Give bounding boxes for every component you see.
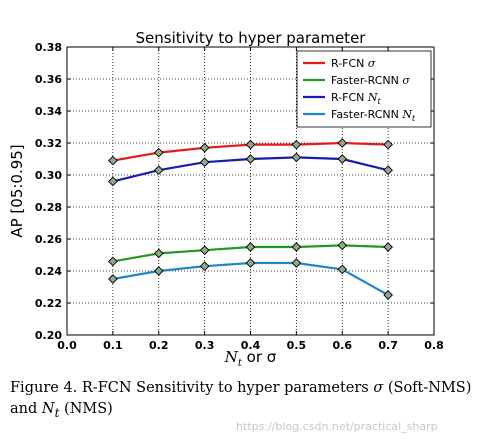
- y-axis-label: AP [05:0.95]: [8, 144, 26, 237]
- series-0-point-0: [108, 155, 118, 166]
- y-tick-label-3: 0.26: [35, 233, 62, 246]
- x-tick-label-7: 0.7: [378, 339, 398, 352]
- y-tick-label-4: 0.28: [35, 201, 62, 214]
- series-0-point-1: [153, 147, 164, 158]
- caption-sigma: σ: [373, 380, 384, 396]
- caption-nt: Nt: [41, 401, 60, 420]
- x-tick-label-4: 0.4: [241, 339, 261, 352]
- series-3-point-1: [153, 266, 164, 276]
- series-1-point-6: [383, 242, 393, 252]
- legend: R-FCN σ Faster-RCNN σ R-FCN Nt Faster-RCNN …: [296, 50, 432, 128]
- series-0-point-5: [337, 138, 348, 148]
- series-lines: [108, 138, 393, 300]
- y-tick-label-5: 0.30: [35, 169, 62, 182]
- x-label-sub: t: [238, 358, 243, 369]
- series-1-point-1: [153, 248, 164, 259]
- y-tick-label-2: 0.24: [35, 265, 62, 278]
- x-tick-label-8: 0.8: [424, 339, 444, 352]
- series-1-point-5: [337, 240, 348, 251]
- series-3-point-0: [108, 274, 118, 284]
- series-1-point-0: [108, 256, 118, 267]
- x-tick-label-6: 0.6: [333, 339, 353, 352]
- figure-caption: Figure 4. R-FCN Sensitivity to hyper par…: [10, 378, 490, 424]
- sensitivity-chart: 0.0 0.1 0.2 0.3 0.4 0.5 0.6 0.7 0.8 0.20 0.22 0.24 0…: [8, 29, 444, 369]
- series-2-point-4: [291, 152, 302, 163]
- x-label-rest: or σ: [242, 348, 277, 366]
- series-0-point-2: [199, 142, 210, 153]
- series-3-point-5: [337, 264, 348, 275]
- caption-prefix: Figure 4. R-FCN Sensitivity to hyper par…: [10, 380, 374, 396]
- series-3-point-3: [245, 258, 256, 268]
- y-tick-label-0: 0.20: [35, 329, 62, 342]
- watermark-text: https://blog.csdn.net/practical_sharp: [236, 420, 438, 433]
- x-tick-label-2: 0.2: [149, 339, 169, 352]
- x-tick-label-3: 0.3: [195, 339, 215, 352]
- caption-middle: (Soft-NMS) and: [10, 380, 472, 417]
- y-tick-label-8: 0.36: [35, 73, 62, 86]
- series-1-point-3: [245, 242, 256, 252]
- legend-label-1: Faster-RCNN σ: [331, 74, 410, 87]
- legend-label-2: R-FCN Nt: [331, 91, 382, 106]
- series-2-point-0: [108, 176, 118, 187]
- series-1-point-4: [291, 242, 302, 252]
- x-tick-label-0: 0.0: [57, 339, 77, 352]
- y-tick-label-9: 0.38: [35, 41, 62, 54]
- series-2-point-5: [337, 154, 348, 164]
- legend-label-0: R-FCN σ: [331, 57, 376, 70]
- series-2-point-6: [383, 165, 393, 176]
- caption-nt-sub: t: [54, 405, 60, 420]
- x-tick-label-1: 0.1: [103, 339, 123, 352]
- series-0-point-3: [245, 139, 256, 150]
- series-2-point-1: [153, 165, 164, 176]
- series-2-point-3: [245, 154, 256, 164]
- axis-ticks: 0.0 0.1 0.2 0.3 0.4 0.5 0.6 0.7 0.8 0.20 0.22 0.24 0…: [35, 41, 444, 352]
- series-2-point-2: [199, 157, 210, 168]
- series-3-point-6: [383, 290, 393, 300]
- y-tick-label-7: 0.34: [35, 105, 62, 118]
- series-3-point-2: [199, 261, 210, 272]
- series-0-point-4: [291, 139, 302, 150]
- series-1-point-2: [199, 245, 210, 256]
- caption-nt-base: N: [41, 401, 55, 417]
- x-tick-label-5: 0.5: [287, 339, 307, 352]
- series-0-point-6: [383, 139, 393, 150]
- chart-title: Sensitivity to hyper parameter: [136, 29, 367, 47]
- y-tick-label-6: 0.32: [35, 137, 62, 150]
- series-3-point-4: [291, 258, 302, 268]
- legend-label-3: Faster-RCNN Nt: [331, 108, 416, 123]
- plot-frame: [66, 46, 435, 336]
- x-axis-label: Nt or σ: [224, 348, 277, 369]
- caption-suffix: (NMS): [59, 401, 113, 417]
- x-label-base: N: [224, 348, 239, 366]
- y-tick-label-1: 0.22: [35, 297, 62, 310]
